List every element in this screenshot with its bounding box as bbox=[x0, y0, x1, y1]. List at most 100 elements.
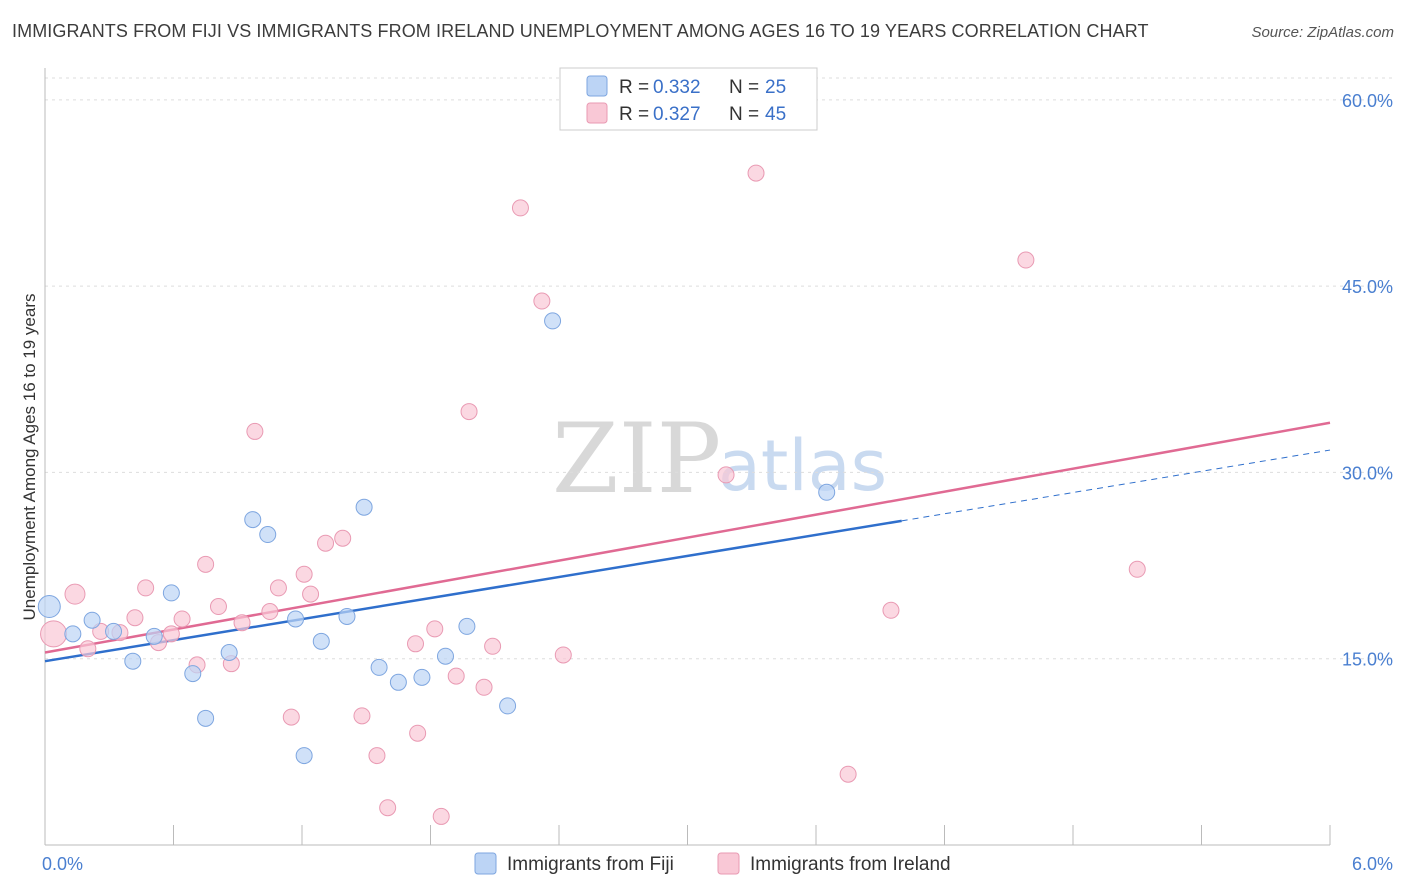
data-points bbox=[37, 164, 1146, 825]
watermark-atlas: atlas bbox=[718, 425, 887, 507]
ireland-point-2 bbox=[79, 640, 97, 658]
fiji-point-19 bbox=[413, 668, 431, 686]
y-tick-label-1: 30.0% bbox=[1342, 463, 1393, 483]
x-tick-labels: 0.0% 6.0% bbox=[42, 854, 1393, 874]
ireland-point-34 bbox=[511, 199, 529, 217]
ireland-point-26 bbox=[407, 635, 425, 653]
fiji-point-0 bbox=[37, 595, 61, 619]
series-legend-fiji-swatch bbox=[474, 852, 497, 875]
fiji-point-24 bbox=[818, 483, 836, 501]
ireland-point-31 bbox=[460, 403, 478, 421]
series-legend-ireland-label: Immigrants from Ireland bbox=[750, 854, 951, 875]
legend-ireland-r-value: 0.327 bbox=[653, 104, 701, 125]
ireland-point-8 bbox=[162, 625, 180, 643]
ireland-point-39 bbox=[839, 765, 857, 783]
ireland-point-42 bbox=[1128, 560, 1146, 578]
legend-fiji-r-label: R = bbox=[619, 77, 649, 98]
ireland-point-9 bbox=[173, 610, 191, 628]
y-tick-label-2: 45.0% bbox=[1342, 277, 1393, 297]
y-tick-label-3: 60.0% bbox=[1342, 91, 1393, 111]
ireland-point-14 bbox=[233, 614, 251, 632]
ireland-point-27 bbox=[409, 724, 427, 742]
ireland-point-37 bbox=[717, 466, 735, 484]
fiji-point-10 bbox=[244, 511, 262, 529]
fiji-point-1 bbox=[64, 625, 82, 643]
legend-fiji-n-value: 25 bbox=[765, 77, 786, 98]
watermark-zip: ZIP bbox=[552, 403, 721, 515]
fiji-point-12 bbox=[287, 610, 305, 628]
fiji-point-23 bbox=[544, 312, 562, 330]
ireland-point-19 bbox=[295, 565, 313, 583]
fiji-trend-line bbox=[44, 519, 902, 663]
ireland-point-25 bbox=[379, 799, 397, 817]
ireland-point-15 bbox=[246, 422, 264, 440]
legend-ireland-n-label: N = bbox=[729, 104, 759, 125]
fiji-point-9 bbox=[220, 644, 238, 661]
trend-lines bbox=[44, 421, 1331, 663]
ireland-point-30 bbox=[447, 667, 465, 685]
ireland-point-40 bbox=[882, 601, 900, 619]
ireland-point-33 bbox=[484, 637, 502, 655]
fiji-point-22 bbox=[499, 697, 517, 715]
ireland-point-0 bbox=[40, 620, 68, 648]
x-tick-label-0: 0.0% bbox=[42, 854, 83, 874]
fiji-point-6 bbox=[162, 584, 180, 602]
ireland-point-5 bbox=[126, 609, 144, 627]
legend-fiji-r-value: 0.332 bbox=[653, 77, 701, 98]
y-tick-label-0: 15.0% bbox=[1342, 650, 1393, 670]
ireland-point-29 bbox=[432, 807, 450, 825]
legend-ireland-r-label: R = bbox=[619, 104, 649, 125]
ireland-point-16 bbox=[261, 603, 279, 621]
ireland-point-23 bbox=[353, 707, 371, 725]
grid-lines bbox=[45, 77, 1392, 660]
fiji-point-3 bbox=[105, 622, 123, 640]
source-credit: Source: ZipAtlas.com bbox=[1251, 24, 1394, 41]
fiji-point-4 bbox=[124, 652, 142, 670]
legend-ireland-swatch bbox=[586, 102, 608, 124]
ireland-point-36 bbox=[554, 646, 572, 664]
ireland-point-41 bbox=[1017, 251, 1035, 269]
x-tick-label-1: 6.0% bbox=[1352, 854, 1393, 874]
ireland-point-12 bbox=[209, 598, 227, 616]
ireland-point-18 bbox=[282, 708, 300, 726]
fiji-point-7 bbox=[184, 665, 202, 683]
ireland-point-32 bbox=[475, 678, 493, 696]
fiji-point-8 bbox=[197, 709, 215, 727]
fiji-point-21 bbox=[458, 617, 476, 635]
series-legend-fiji-label: Immigrants from Fiji bbox=[507, 854, 674, 875]
ireland-point-35 bbox=[533, 292, 551, 310]
axes bbox=[44, 68, 1331, 846]
legend-ireland-n-value: 45 bbox=[765, 104, 786, 125]
ireland-point-11 bbox=[197, 555, 215, 573]
correlation-legend: R = 0.332 N = 25 R = 0.327 N = 45 bbox=[559, 67, 818, 131]
legend-fiji-n-label: N = bbox=[729, 77, 759, 98]
ireland-point-38 bbox=[747, 164, 765, 182]
fiji-point-15 bbox=[338, 607, 356, 625]
series-legend: Immigrants from Fiji Immigrants from Ire… bbox=[474, 852, 951, 875]
fiji-point-20 bbox=[436, 647, 454, 665]
y-axis-label: Unemployment Among Ages 16 to 19 years bbox=[20, 294, 39, 621]
ireland-point-22 bbox=[334, 529, 352, 547]
fiji-point-14 bbox=[312, 632, 330, 650]
fiji-point-16 bbox=[355, 498, 373, 516]
ireland-point-21 bbox=[317, 534, 335, 552]
fiji-point-11 bbox=[259, 526, 277, 544]
fiji-point-18 bbox=[389, 673, 407, 691]
ireland-point-6 bbox=[137, 579, 155, 597]
watermark: ZIP atlas bbox=[552, 403, 887, 515]
ireland-point-20 bbox=[302, 585, 320, 603]
fiji-point-5 bbox=[145, 627, 163, 645]
chart-title: IMMIGRANTS FROM FIJI VS IMMIGRANTS FROM … bbox=[12, 21, 1149, 41]
ireland-point-24 bbox=[368, 747, 386, 765]
ireland-trend-line bbox=[44, 421, 1331, 654]
fiji-point-2 bbox=[83, 611, 101, 629]
y-tick-labels: 15.0% 30.0% 45.0% 60.0% bbox=[1342, 91, 1393, 670]
ireland-point-1 bbox=[64, 583, 86, 605]
legend-fiji-swatch bbox=[586, 75, 608, 97]
ireland-point-17 bbox=[269, 579, 287, 597]
fiji-point-17 bbox=[370, 658, 388, 676]
ireland-point-28 bbox=[426, 620, 444, 638]
fiji-point-13 bbox=[295, 747, 313, 765]
series-legend-ireland-swatch bbox=[717, 852, 740, 875]
